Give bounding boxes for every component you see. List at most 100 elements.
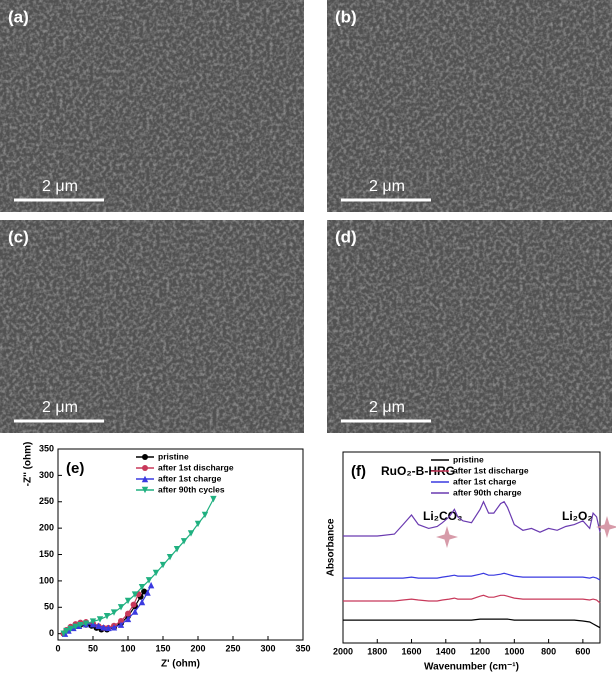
marker	[131, 608, 139, 615]
marker	[159, 561, 167, 569]
annotation: Li₂O₂	[562, 509, 593, 523]
sem-texture	[327, 0, 612, 212]
legend-marker	[142, 465, 148, 471]
legend-marker	[142, 454, 148, 460]
legend-marker	[141, 475, 149, 483]
marker	[89, 618, 97, 625]
x-axis-label: Wavenumber (cm⁻¹)	[424, 662, 519, 673]
x-tick-label: 50	[88, 643, 98, 653]
panel-label: (f)	[351, 463, 366, 480]
series-line	[63, 498, 214, 635]
x-tick-label: 250	[225, 643, 240, 653]
marker	[110, 624, 118, 631]
marker	[67, 625, 74, 633]
y-tick-label: 300	[39, 470, 54, 480]
series-line	[343, 594, 601, 604]
x-tick-label: 200	[190, 643, 205, 653]
plot-frame	[57, 448, 304, 641]
scale-bar-label: 2 μm	[42, 399, 78, 416]
scale-bar-label: 2 μm	[42, 178, 78, 195]
marker	[124, 597, 132, 605]
y-tick-label: 250	[39, 496, 54, 506]
legend-label: after 1st discharge	[158, 462, 234, 472]
y-tick-label: 150	[39, 549, 54, 559]
annotation: RuO₂-B-HRG	[381, 464, 455, 478]
marker	[166, 553, 174, 561]
sem-texture	[327, 220, 612, 433]
plot-frame	[342, 451, 601, 644]
marker	[110, 609, 118, 616]
marker	[147, 581, 155, 589]
x-tick-label: 1400	[436, 646, 456, 656]
marker	[72, 623, 79, 631]
legend-label: after 90th cycles	[158, 484, 225, 494]
marker	[194, 520, 202, 528]
legend-marker	[141, 486, 149, 494]
legend-label: after 1st discharge	[453, 465, 529, 475]
y-axis-label: -Z'' (ohm)	[23, 442, 34, 487]
marker	[118, 618, 124, 625]
marker	[130, 601, 137, 608]
x-axis-label: Z' (ohm)	[161, 659, 200, 670]
x-tick-label: 1600	[402, 646, 422, 656]
marker	[117, 604, 125, 611]
marker	[145, 577, 153, 584]
legend-label: pristine	[453, 454, 484, 464]
peak-star	[596, 516, 616, 538]
marker	[63, 627, 70, 635]
legend-label: pristine	[158, 451, 189, 461]
x-tick-label: 800	[541, 646, 556, 656]
marker	[141, 588, 148, 595]
marker	[100, 624, 107, 631]
x-tick-label: 2000	[333, 646, 353, 656]
marker	[77, 622, 84, 629]
x-tick-label: 1800	[367, 646, 387, 656]
legend-label: after 1st charge	[158, 473, 222, 483]
marker	[95, 622, 102, 629]
y-tick-label: 100	[39, 575, 54, 585]
panel-label: (a)	[8, 7, 29, 26]
marker	[125, 610, 131, 617]
marker	[60, 630, 67, 637]
sem-texture	[0, 0, 304, 212]
panel-label: (e)	[66, 460, 84, 477]
marker	[201, 511, 209, 519]
y-tick-label: 200	[39, 523, 54, 533]
legend-label: after 1st charge	[453, 476, 517, 486]
marker	[152, 569, 160, 577]
marker	[180, 538, 188, 545]
x-tick-label: 0	[55, 643, 60, 653]
sem-texture	[0, 220, 304, 433]
marker	[138, 584, 146, 591]
x-tick-label: 300	[260, 643, 275, 653]
series-line	[343, 500, 601, 537]
y-tick-label: 350	[39, 443, 54, 453]
marker	[144, 589, 151, 596]
marker	[124, 615, 132, 623]
x-tick-label: 100	[120, 643, 135, 653]
x-tick-label: 150	[155, 643, 170, 653]
marker	[173, 546, 181, 553]
series-line	[343, 572, 601, 581]
panel-label: (d)	[335, 227, 357, 246]
marker	[210, 495, 217, 503]
scale-bar-label: 2 μm	[369, 178, 405, 195]
x-tick-label: 1000	[504, 646, 524, 656]
y-axis-label: Absorbance	[326, 518, 337, 576]
chart-f: 2000 1800 1600 1400 1200 1000 800 600 Wavenumber…	[326, 451, 616, 673]
scale-bar-label: 2 μm	[369, 399, 405, 416]
panel-label: (c)	[8, 227, 29, 246]
chart-e: 0 50 100 150 200 250 300 350 0 50 100 150 200 250 300 3…	[23, 442, 311, 670]
marker	[105, 624, 112, 632]
series-line	[343, 618, 601, 629]
sem-images: (a) 2 μm (b) 2 μm (c) 2 μm (d) 2 μm	[0, 0, 612, 433]
marker	[187, 530, 195, 537]
legend-label: after 90th charge	[453, 487, 522, 497]
annotation: Li₂CO₃	[423, 509, 463, 523]
peak-star	[436, 526, 458, 548]
marker	[82, 620, 90, 627]
y-tick-label: 0	[49, 628, 54, 638]
y-tick-label: 50	[44, 602, 54, 612]
x-tick-label: 350	[295, 643, 310, 653]
